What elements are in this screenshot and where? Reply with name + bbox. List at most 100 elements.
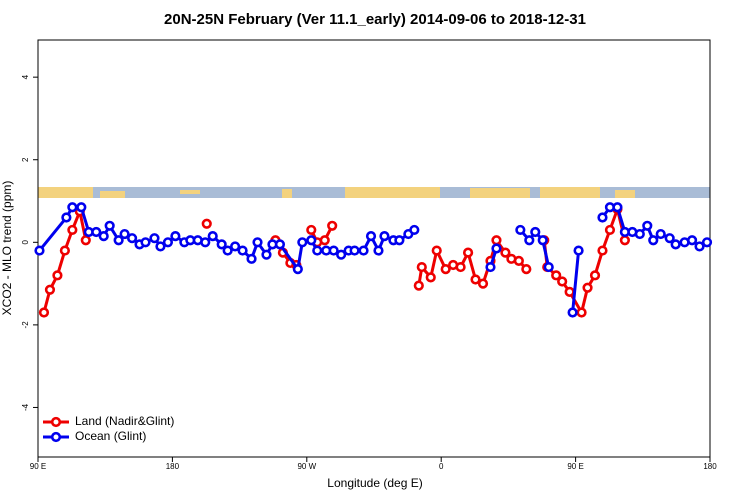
data-point [52,270,63,281]
data-point [597,212,608,223]
data-point [237,245,248,256]
chart-title: 20N-25N February (Ver 11.1_early) 2014-0… [164,11,586,28]
data-point [655,228,666,240]
data-point [701,237,713,248]
data-point [543,261,554,273]
data-point [567,307,578,318]
y-tick-label: 0 [21,240,30,245]
data-point [170,231,181,242]
data-point [537,235,548,246]
data-point [216,239,227,250]
x-tick-label: 90 E [30,462,46,471]
data-point [104,220,115,231]
data-point [80,235,91,246]
data-point [491,235,502,246]
data-point [409,224,420,236]
data-point [431,245,442,256]
data-point [664,233,675,244]
data-point [328,245,339,256]
data-point [379,231,390,242]
data-point [551,270,562,281]
data-point [365,231,377,242]
data-point [140,237,151,248]
data-point [61,212,72,223]
x-tick-label: 180 [703,462,717,471]
data-point [319,235,330,246]
data-point [686,235,698,246]
data-point [91,226,102,238]
x-tick-label: 0 [439,462,444,471]
data-point [358,245,369,256]
data-point [670,239,681,250]
data-point [67,202,78,213]
data-point [413,280,424,291]
data-point [416,261,427,273]
data-point [76,202,87,213]
data-point [694,241,705,252]
data-point [564,286,575,297]
land-mask-strip [38,187,710,198]
data-point [252,237,263,248]
data-point [200,237,211,248]
data-point [524,235,535,246]
data-point [34,245,45,256]
data-point [230,241,241,252]
data-point [557,276,568,287]
data-point [462,247,474,258]
data-point [306,224,317,236]
data-point [126,233,138,244]
data-point [246,253,257,264]
data-point [38,307,50,318]
data-point [292,264,303,275]
data-point [513,255,524,266]
data-point [373,245,384,256]
data-point [500,247,511,258]
legend-marker [50,416,62,428]
data-point [274,239,286,250]
data-point [155,241,166,252]
data-point [44,284,56,295]
data-point [582,282,593,293]
y-tick-label: 4 [21,74,30,79]
data-point [521,264,532,275]
data-point [201,218,212,229]
data-point [98,231,109,242]
data-point [477,278,489,289]
data-point [162,237,174,248]
x-tick-label: 90 W [297,462,316,471]
data-point [491,243,502,254]
data-point [67,224,78,236]
data-point [648,235,659,246]
data-point [589,270,601,281]
data-point [576,307,587,318]
data-point [440,264,451,275]
x-tick-label: 90 E [567,462,583,471]
data-point [634,228,645,240]
data-point [327,220,338,231]
y-tick-label: -4 [21,403,30,411]
data-point [597,245,608,256]
data-point [297,237,308,248]
data-point [515,224,526,236]
data-point [573,245,584,256]
data-point [642,220,653,231]
data-point [455,261,466,273]
data-point [485,261,496,273]
data-point [425,272,436,283]
data-point [59,245,70,256]
data-point [312,245,323,256]
data-point [207,231,218,242]
y-axis-label: XCO2 - MLO trend (ppm) [0,181,14,316]
data-point [612,202,623,213]
data-point [349,245,360,256]
data-point [261,249,272,260]
y-tick-label: 2 [21,157,30,162]
data-point [394,235,405,246]
data-point [222,245,233,256]
data-point [604,224,616,236]
x-tick-label: 180 [166,462,180,471]
legend-marker [50,431,62,443]
data-point [306,235,317,246]
data-point [336,249,347,260]
